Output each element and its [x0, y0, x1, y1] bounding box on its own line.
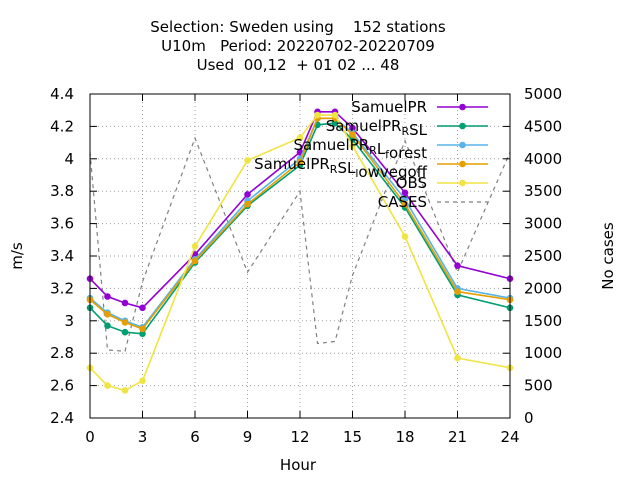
axis-ticks: 0 3 6 9 12 15 18 21 24 2.4 2.6 2.8 3 3.2 3.4 3.6 3.8 4 4.2… [50, 85, 562, 446]
legend-label: SamuelPR [351, 98, 427, 116]
y2-tick-label: 3000 [524, 215, 562, 233]
series-layer [86, 108, 514, 394]
data-point [349, 142, 356, 150]
data-point [244, 191, 251, 198]
data-point [331, 111, 339, 119]
data-point [401, 233, 409, 240]
y-tick-label: 2.6 [50, 377, 74, 395]
y-axis-label: m/s [8, 242, 26, 270]
data-point [121, 387, 129, 394]
data-point [104, 293, 111, 300]
y2-tick-label: 0 [524, 409, 534, 427]
x-axis-label: Hour [280, 456, 317, 474]
data-point [139, 330, 146, 338]
data-point [454, 354, 461, 362]
data-point [401, 189, 409, 197]
data-point [401, 200, 409, 208]
data-point [244, 157, 251, 164]
x-tick-label: 6 [190, 428, 200, 446]
series-cases [89, 136, 511, 352]
y-tick-label: 4 [64, 150, 74, 168]
legend-marker [459, 141, 466, 149]
y2-tick-label: 500 [524, 377, 553, 395]
legend-label: CASES [378, 193, 427, 211]
legend-item: SamuelPRRSL [326, 117, 488, 139]
y-tick-label: 3.4 [50, 247, 74, 265]
legend-item: SamuelPRRLforest [293, 136, 488, 162]
data-point [296, 158, 304, 166]
series-obs [86, 111, 514, 394]
data-point [139, 325, 146, 333]
legend: SamuelPRSamuelPRRSLSamuelPRRLforestSamue… [254, 98, 488, 211]
legend-label: SamuelPRRSL [326, 117, 428, 139]
data-point [139, 377, 146, 385]
y-tick-label: 3.6 [50, 215, 74, 233]
y2-tick-label: 2000 [524, 279, 562, 297]
legend-item: SamuelPRRSLlowvegoff [254, 155, 488, 181]
y2-tick-label: 1500 [524, 312, 562, 330]
data-point [104, 322, 111, 329]
title-line-1: Selection: Sweden using 152 stations [150, 18, 446, 36]
y-tick-label: 4.4 [50, 85, 74, 103]
data-point [121, 319, 129, 326]
x-tick-label: 24 [500, 428, 519, 446]
chart-title: Selection: Sweden using 152 stations U10… [150, 18, 446, 74]
legend-label: SamuelPRRLforest [293, 136, 427, 162]
data-point [121, 328, 129, 336]
x-tick-label: 12 [290, 428, 309, 446]
data-point [139, 304, 146, 312]
y-tick-label: 2.4 [50, 409, 74, 427]
y2-tick-label: 4000 [524, 150, 562, 168]
y-tick-label: 3 [64, 312, 74, 330]
data-point [296, 134, 304, 142]
y2-tick-label: 4500 [524, 117, 562, 135]
y2-tick-label: 1000 [524, 344, 562, 362]
legend-label: OBS [396, 174, 427, 192]
series-line [89, 136, 511, 352]
y-tick-label: 2.8 [50, 344, 74, 362]
data-point [121, 299, 129, 307]
data-point [349, 131, 356, 138]
y2-axis-label: No cases [599, 222, 617, 290]
data-point [454, 288, 461, 295]
y-tick-label: 3.8 [50, 182, 74, 200]
title-line-3: Used 00,12 + 01 02 ... 48 [197, 56, 400, 74]
x-tick-label: 9 [243, 428, 253, 446]
data-point [104, 311, 111, 318]
legend-marker [459, 122, 466, 130]
data-point [454, 262, 461, 270]
y2-tick-label: 5000 [524, 85, 562, 103]
legend-marker [459, 160, 466, 168]
legend-item: OBS [396, 174, 488, 192]
data-point [191, 257, 199, 265]
x-tick-label: 21 [448, 428, 467, 446]
data-point [331, 119, 339, 127]
data-point [349, 124, 356, 132]
y-tick-label: 3.2 [50, 279, 74, 297]
legend-marker [459, 179, 466, 187]
y2-tick-label: 2500 [524, 247, 562, 265]
y-tick-label: 4.2 [50, 117, 74, 135]
legend-label: SamuelPRRSLlowvegoff [254, 155, 428, 181]
legend-item: CASES [378, 193, 488, 211]
x-tick-label: 18 [395, 428, 414, 446]
y2-tick-label: 3500 [524, 182, 562, 200]
legend-item: SamuelPR [351, 98, 488, 116]
data-point [314, 111, 321, 119]
data-point [244, 200, 251, 208]
x-tick-label: 3 [138, 428, 148, 446]
title-line-2: U10m Period: 20220702-20220709 [161, 37, 435, 55]
legend-marker [459, 103, 466, 111]
data-point [191, 251, 199, 258]
x-tick-label: 0 [85, 428, 95, 446]
data-point [104, 382, 111, 389]
data-point [191, 242, 199, 250]
x-tick-label: 15 [343, 428, 362, 446]
